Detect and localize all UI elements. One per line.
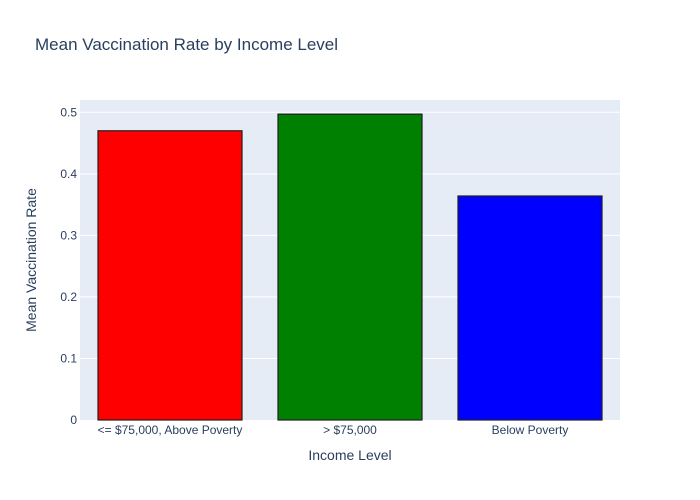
y-tick-label: 0 bbox=[70, 413, 77, 427]
x-axis-ticks: <= $75,000, Above Poverty > $75,000 Below … bbox=[98, 423, 569, 437]
y-tick-label: 0.3 bbox=[60, 228, 77, 242]
y-axis-title: Mean Vaccination Rate bbox=[23, 188, 39, 332]
bar[interactable] bbox=[277, 113, 423, 421]
bar[interactable] bbox=[97, 130, 243, 421]
y-tick-label: 0.1 bbox=[60, 351, 77, 365]
x-tick-label: <= $75,000, Above Poverty bbox=[98, 423, 243, 437]
y-tick-label: 0.5 bbox=[60, 105, 77, 119]
bar[interactable] bbox=[457, 195, 603, 421]
chart-title: Mean Vaccination Rate by Income Level bbox=[35, 35, 338, 54]
x-tick-label: > $75,000 bbox=[323, 423, 377, 437]
y-tick-label: 0.2 bbox=[60, 290, 77, 304]
y-tick-label: 0.4 bbox=[60, 167, 77, 181]
x-tick-label: Below Poverty bbox=[492, 423, 569, 437]
bars bbox=[97, 113, 603, 421]
y-axis-ticks: 0 0.1 0.2 0.3 0.4 0.5 bbox=[60, 105, 77, 427]
x-axis-title: Income Level bbox=[308, 447, 391, 463]
